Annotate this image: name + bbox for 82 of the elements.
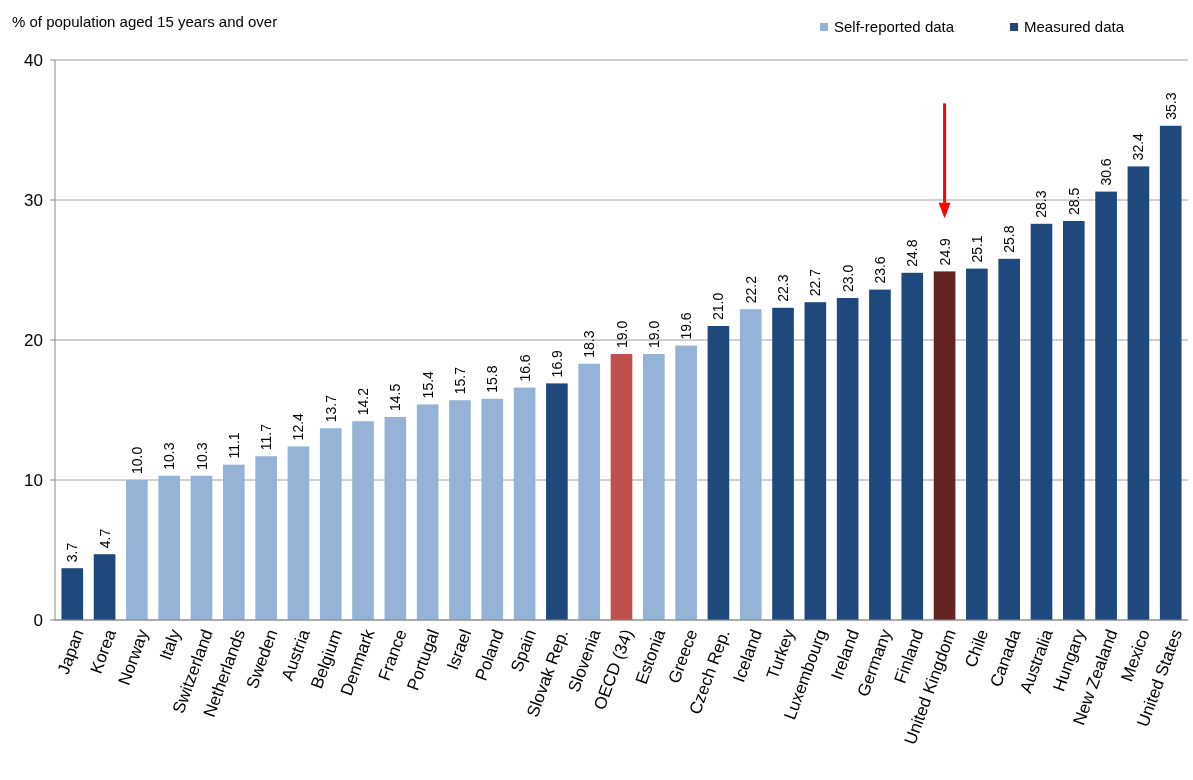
bar (384, 417, 407, 620)
x-tick-label: Japan (53, 626, 88, 677)
legend-label: Measured data (1024, 18, 1125, 36)
bar (481, 398, 504, 620)
data-label: 23.6 (871, 256, 888, 284)
bar (1030, 223, 1053, 620)
bar (869, 289, 891, 620)
bar (772, 307, 794, 620)
bar (739, 309, 762, 620)
data-label: 18.3 (581, 330, 598, 358)
bar (190, 475, 213, 620)
data-label: 4.7 (96, 528, 113, 549)
bar (933, 271, 956, 620)
bar (966, 268, 988, 620)
bar (255, 456, 277, 620)
bar (998, 258, 1020, 620)
bar (1127, 166, 1150, 620)
data-label: 24.8 (904, 239, 921, 267)
data-label: 10.0 (128, 446, 145, 474)
data-label: 10.3 (161, 442, 178, 470)
x-tick-label: Israel (443, 626, 476, 673)
data-label: 28.3 (1033, 190, 1050, 218)
data-label: 3.7 (64, 542, 81, 563)
bar (707, 326, 730, 620)
data-label: 16.6 (516, 354, 533, 382)
bar (352, 421, 374, 620)
x-tick-label: Korea (86, 626, 121, 677)
data-label: 19.0 (645, 320, 662, 348)
data-label: 15.4 (419, 370, 436, 399)
data-label: 10.3 (193, 442, 210, 470)
bar (513, 387, 536, 620)
x-tick-label: Chile (961, 626, 993, 670)
bar (1159, 125, 1182, 620)
data-label: 23.0 (839, 264, 856, 292)
data-label: 11.1 (225, 432, 242, 459)
data-label: 25.8 (1001, 225, 1018, 253)
data-label: 30.6 (1098, 158, 1115, 186)
data-label: 14.5 (387, 383, 404, 411)
bar (126, 480, 148, 620)
data-label: 15.7 (451, 366, 468, 395)
y-tick-label: 20 (24, 330, 43, 350)
data-label: 12.4 (290, 412, 307, 441)
bar (61, 568, 84, 620)
bar (836, 298, 859, 620)
bar (1062, 221, 1085, 620)
data-label: 28.5 (1065, 187, 1082, 215)
y-tick-label: 10 (24, 470, 43, 490)
data-label: 15.8 (484, 365, 501, 393)
bar (158, 475, 181, 620)
data-label: 22.3 (775, 274, 792, 302)
bar (675, 345, 697, 620)
bar (93, 554, 116, 620)
data-label: 24.9 (936, 237, 953, 266)
y-tick-label: 0 (33, 610, 43, 630)
bar (546, 383, 568, 620)
y-tick-label: 30 (24, 190, 43, 210)
bar (578, 363, 601, 620)
data-label: 19.6 (678, 312, 695, 340)
data-label: 14.2 (355, 387, 372, 416)
y-tick-label: 40 (24, 50, 43, 70)
data-label: 21.0 (710, 292, 727, 320)
bar (416, 404, 439, 620)
data-label: 11.7 (258, 423, 275, 451)
bar (1095, 191, 1117, 620)
data-label: 32.4 (1130, 132, 1147, 161)
data-label: 22.2 (742, 275, 759, 304)
bar (319, 428, 342, 620)
data-label: 35.3 (1162, 92, 1179, 120)
bar (223, 464, 245, 620)
data-label: 16.9 (548, 349, 565, 378)
data-label: 25.1 (968, 235, 985, 263)
bar (901, 272, 924, 620)
y-axis-title: % of population aged 15 years and over (12, 13, 278, 30)
data-label: 22.7 (807, 268, 824, 297)
data-label: 13.7 (322, 394, 339, 423)
data-label: 19.0 (613, 320, 630, 348)
legend-label: Self-reported data (834, 18, 955, 36)
bar (449, 400, 471, 620)
bar (287, 446, 310, 620)
bar (610, 354, 633, 620)
bar (804, 302, 827, 620)
bar (642, 354, 665, 620)
